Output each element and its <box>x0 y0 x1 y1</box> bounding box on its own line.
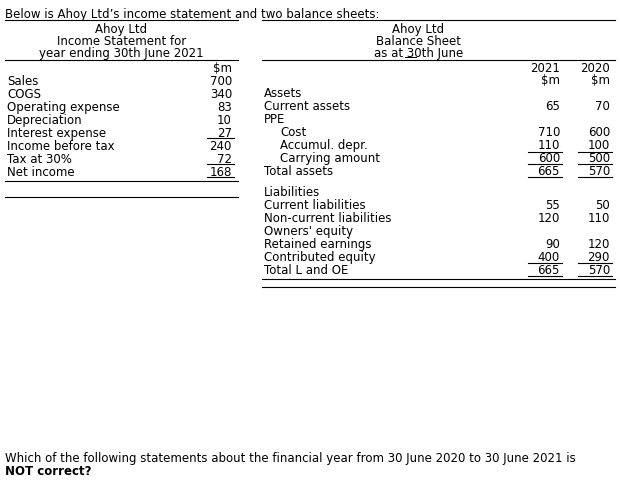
Text: Depreciation: Depreciation <box>7 114 82 127</box>
Text: Which of the following statements about the financial year from 30 June 2020 to : Which of the following statements about … <box>5 452 576 465</box>
Text: Total assets: Total assets <box>264 165 333 178</box>
Text: 70: 70 <box>595 100 610 113</box>
Text: 83: 83 <box>217 101 232 114</box>
Text: 340: 340 <box>210 88 232 101</box>
Text: 65: 65 <box>545 100 560 113</box>
Text: 168: 168 <box>210 166 232 179</box>
Text: 240: 240 <box>210 140 232 153</box>
Text: COGS: COGS <box>7 88 41 101</box>
Text: 290: 290 <box>588 251 610 264</box>
Text: Sales: Sales <box>7 75 38 88</box>
Text: Total L and OE: Total L and OE <box>264 264 348 277</box>
Text: Income before tax: Income before tax <box>7 140 115 153</box>
Text: NOT correct?: NOT correct? <box>5 465 92 478</box>
Text: Contributed equity: Contributed equity <box>264 251 376 264</box>
Text: 110: 110 <box>538 139 560 152</box>
Text: Tax at 30%: Tax at 30% <box>7 153 72 166</box>
Text: Below is Ahoy Ltd’s income statement and two balance sheets:: Below is Ahoy Ltd’s income statement and… <box>5 8 379 21</box>
Text: as at 30th June: as at 30th June <box>374 47 463 60</box>
Text: Balance Sheet: Balance Sheet <box>376 35 461 48</box>
Text: Current assets: Current assets <box>264 100 350 113</box>
Text: 665: 665 <box>538 264 560 277</box>
Text: 570: 570 <box>588 264 610 277</box>
Text: $m: $m <box>213 62 232 75</box>
Text: 100: 100 <box>588 139 610 152</box>
Text: 90: 90 <box>545 238 560 251</box>
Text: year ending 30th June 2021: year ending 30th June 2021 <box>39 47 204 60</box>
Text: 27: 27 <box>217 127 232 140</box>
Text: Income Statement for: Income Statement for <box>57 35 186 48</box>
Text: Operating expense: Operating expense <box>7 101 120 114</box>
Text: Carrying amount: Carrying amount <box>280 152 380 165</box>
Text: 50: 50 <box>595 199 610 212</box>
Text: Ahoy Ltd: Ahoy Ltd <box>392 23 445 36</box>
Text: Cost: Cost <box>280 126 306 139</box>
Text: Retained earnings: Retained earnings <box>264 238 371 251</box>
Text: $m: $m <box>541 74 560 87</box>
Text: Owners' equity: Owners' equity <box>264 225 353 238</box>
Text: 55: 55 <box>545 199 560 212</box>
Text: 110: 110 <box>588 212 610 225</box>
Text: 570: 570 <box>588 165 610 178</box>
Text: 665: 665 <box>538 165 560 178</box>
Text: 72: 72 <box>217 153 232 166</box>
Text: $m: $m <box>591 74 610 87</box>
Text: 500: 500 <box>588 152 610 165</box>
Text: Net income: Net income <box>7 166 74 179</box>
Text: Interest expense: Interest expense <box>7 127 106 140</box>
Text: 600: 600 <box>588 126 610 139</box>
Text: 2021: 2021 <box>530 62 560 75</box>
Text: 2020: 2020 <box>580 62 610 75</box>
Text: Ahoy Ltd: Ahoy Ltd <box>95 23 148 36</box>
Text: Non-current liabilities: Non-current liabilities <box>264 212 391 225</box>
Text: 400: 400 <box>538 251 560 264</box>
Text: 120: 120 <box>588 238 610 251</box>
Text: 700: 700 <box>210 75 232 88</box>
Text: Liabilities: Liabilities <box>264 186 321 199</box>
Text: PPE: PPE <box>264 113 285 126</box>
Text: 10: 10 <box>217 114 232 127</box>
Text: 120: 120 <box>538 212 560 225</box>
Text: 600: 600 <box>538 152 560 165</box>
Text: Accumul. depr.: Accumul. depr. <box>280 139 368 152</box>
Text: Assets: Assets <box>264 87 303 100</box>
Text: 710: 710 <box>538 126 560 139</box>
Text: Current liabilities: Current liabilities <box>264 199 366 212</box>
